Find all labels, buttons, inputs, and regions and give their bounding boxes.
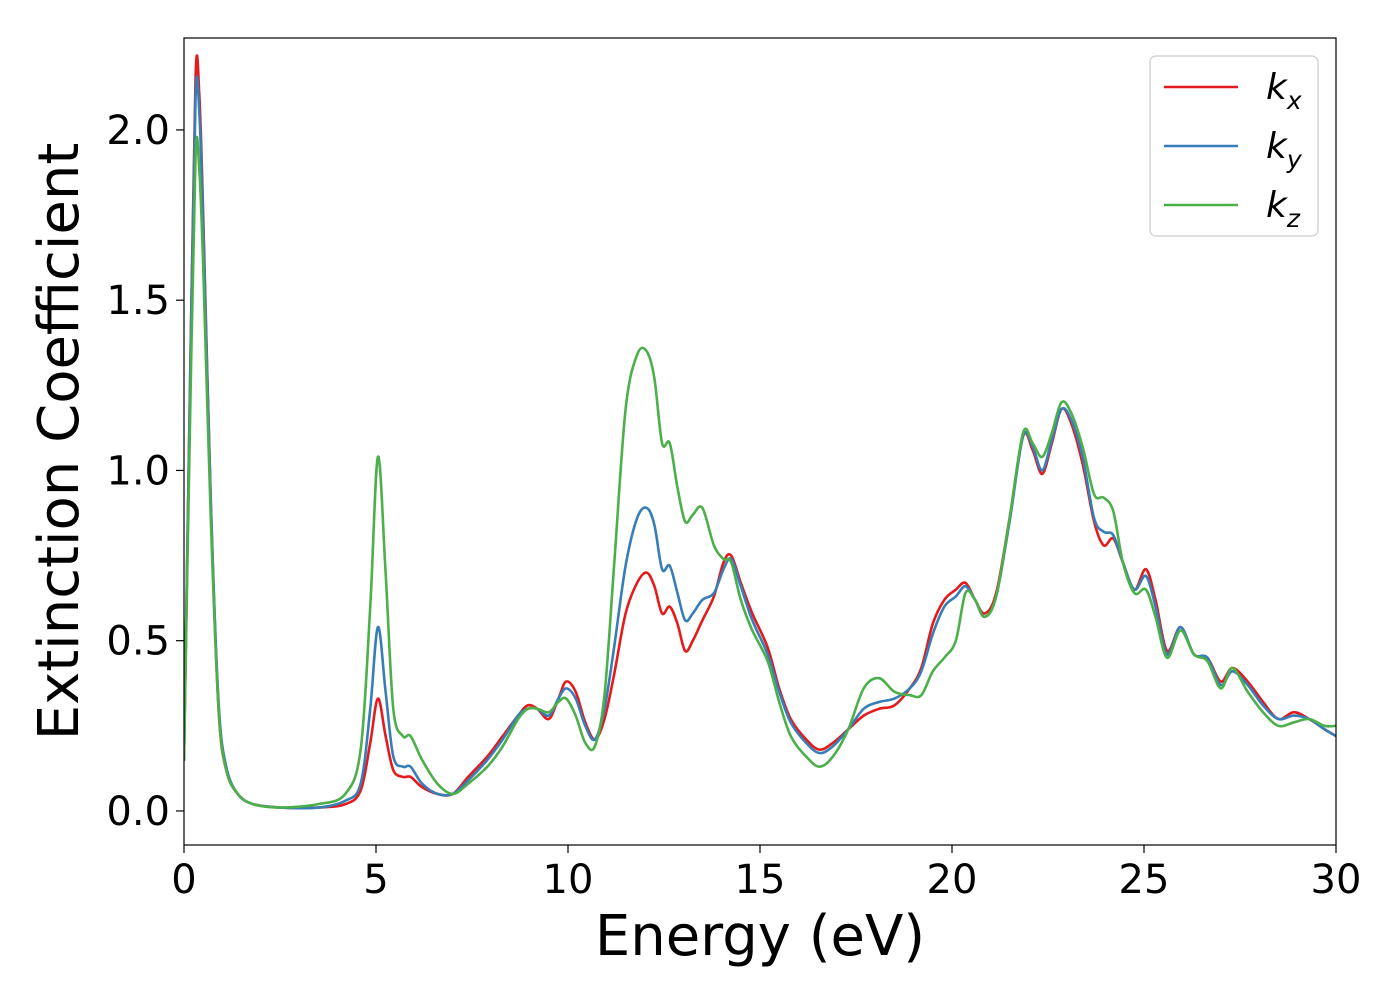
- x-tick-label: 0: [171, 857, 196, 903]
- x-tick-label: 25: [1119, 857, 1170, 903]
- legend-label-k_y: ky: [1266, 126, 1303, 174]
- y-axis: 0.0 0.5 1.0 1.5 2.0: [106, 108, 184, 835]
- legend-label-k_x: kx: [1266, 67, 1302, 115]
- series-line-k_y: [184, 75, 1336, 810]
- x-axis-title: Energy (eV): [595, 904, 925, 969]
- x-tick-label: 5: [363, 857, 388, 903]
- legend-label-k_z: kz: [1266, 185, 1301, 233]
- y-tick-label: 2.0: [106, 108, 170, 154]
- y-tick-label: 0.5: [106, 619, 170, 665]
- y-tick-label: 0.0: [106, 789, 170, 835]
- series-layer: [184, 54, 1336, 810]
- x-tick-label: 15: [735, 857, 786, 903]
- x-tick-label: 30: [1311, 857, 1362, 903]
- legend: kx ky kz: [1149, 55, 1319, 237]
- y-tick-label: 1.0: [106, 448, 170, 494]
- x-tick-label: 10: [543, 857, 594, 903]
- series-line-k_z: [184, 135, 1336, 809]
- y-tick-label: 1.5: [106, 278, 170, 324]
- series-line-k_x: [184, 54, 1336, 810]
- x-axis: 0 5 10 15 20 25 30: [171, 845, 1361, 903]
- x-tick-label: 20: [927, 857, 978, 903]
- y-axis-title: Extinction Coefficient: [27, 143, 92, 741]
